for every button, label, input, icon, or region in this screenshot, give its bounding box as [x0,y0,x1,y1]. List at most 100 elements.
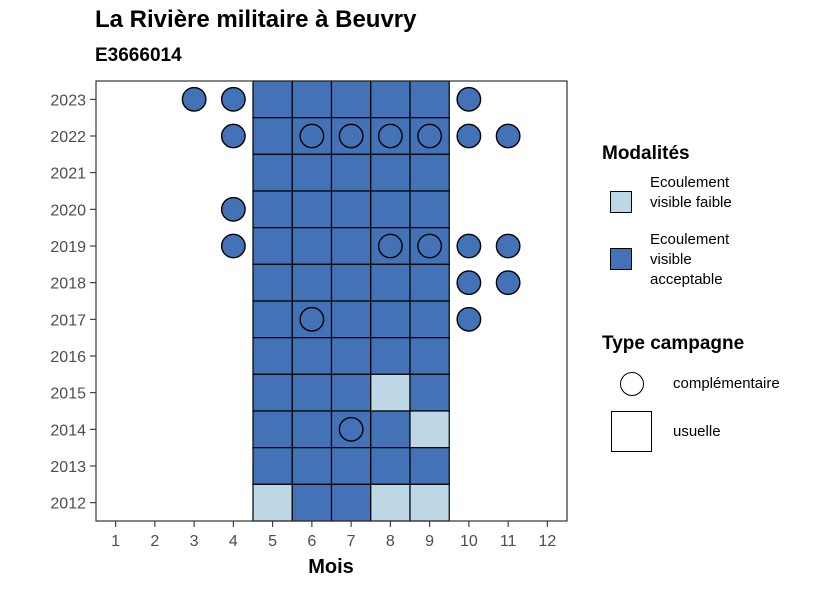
y-tick-label-2018: 2018 [50,276,86,293]
tile-2017-8 [370,300,411,339]
legend-key-acceptable [610,248,632,270]
tile-2017-6 [291,300,333,339]
tile-2018-6 [291,263,333,302]
y-tick-label-2015: 2015 [50,386,86,403]
point-2022-7 [338,123,364,149]
legend-key-complementaire [620,372,644,396]
tile-2022-7 [330,117,372,155]
x-tick-label-10: 10 [460,533,478,550]
point-2019-8 [377,233,403,259]
tile-2021-9 [409,153,450,192]
x-tick-label-3: 3 [190,533,199,550]
tile-2020-6 [291,190,333,229]
tile-2020-8 [370,190,411,229]
tile-2015-7 [330,373,372,412]
tile-2012-5 [252,483,293,522]
tile-2022-9 [409,117,450,155]
legend-campagne-title: Type campagne [602,333,745,354]
point-2023-3 [181,86,207,112]
tile-2015-9 [409,373,450,412]
tile-2022-5 [252,117,293,155]
tile-2020-7 [330,190,372,229]
tile-2022-8 [370,117,411,155]
point-2022-10 [456,123,482,149]
tile-2012-8 [370,483,411,522]
tile-2016-6 [291,337,333,375]
plot-area: 2012 2013 2014 2015 2016 2017 2018 2019 2020 2021… [50,80,568,550]
x-tick-label-4: 4 [229,533,238,550]
tile-2023-5 [252,80,293,119]
tile-2018-5 [252,263,293,302]
tile-2021-8 [370,153,411,192]
y-tick-label-2017: 2017 [50,312,86,329]
tile-2019-6 [291,227,333,265]
tile-2014-8 [370,410,411,449]
tile-2013-5 [252,447,293,485]
tile-2013-9 [409,447,450,485]
point-2022-4 [220,123,246,149]
tile-2016-5 [252,337,293,375]
legend-key-usuelle [611,411,652,452]
point-2018-10 [456,270,482,296]
tile-2023-8 [370,80,411,119]
tile-2015-8 [370,373,411,412]
x-tick-label-9: 9 [425,533,434,550]
point-2014-7 [338,416,364,442]
tile-2013-6 [291,447,333,485]
y-tick-label-2023: 2023 [50,92,86,109]
tile-2016-8 [370,337,411,375]
tile-2021-5 [252,153,293,192]
tile-2014-9 [409,410,450,449]
point-2023-10 [456,86,482,112]
tile-2014-5 [252,410,293,449]
tile-2017-7 [330,300,372,339]
tile-2019-9 [409,227,450,265]
point-2019-10 [456,233,482,259]
x-tick-label-12: 12 [538,533,556,550]
y-tick-label-2013: 2013 [50,459,86,476]
chart-subtitle: E3666014 [95,45,182,66]
legend-key-faible [610,191,632,213]
tile-2019-5 [252,227,293,265]
tile-2017-9 [409,300,450,339]
point-2019-11 [495,233,521,259]
tile-2013-8 [370,447,411,485]
y-tick-label-2022: 2022 [50,129,86,146]
x-tick-label-2: 2 [150,533,159,550]
tile-2012-9 [409,483,450,522]
point-2019-9 [417,233,443,259]
tile-2020-5 [252,190,293,229]
point-2018-11 [495,270,521,296]
legend-label-acceptable: Ecoulement visible acceptable [650,231,730,288]
point-2022-11 [495,123,521,149]
point-2019-4 [220,233,246,259]
point-2017-6 [299,306,325,332]
x-axis-label: Mois [308,556,354,578]
tile-2013-7 [330,447,372,485]
tile-2015-5 [252,373,293,412]
y-tick-label-2014: 2014 [50,422,86,439]
legend-label-usuelle: usuelle [673,423,721,440]
tile-2017-5 [252,300,293,339]
x-tick-label-5: 5 [268,533,277,550]
tile-2021-7 [330,153,372,192]
point-2022-6 [299,123,325,149]
y-tick-label-2012: 2012 [50,496,86,513]
tile-2018-9 [409,263,450,302]
y-tick-label-2021: 2021 [50,166,86,183]
x-tick-label-8: 8 [386,533,395,550]
tile-2012-7 [330,483,372,522]
point-2022-9 [417,123,443,149]
point-2017-10 [456,306,482,332]
point-2022-8 [377,123,403,149]
point-2023-4 [220,86,246,112]
x-tick-label-7: 7 [347,533,356,550]
tile-2014-6 [291,410,333,449]
x-tick-label-1: 1 [111,533,120,550]
tile-2016-7 [330,337,372,375]
tile-2023-9 [409,80,450,119]
tile-2018-7 [330,263,372,302]
y-tick-label-2016: 2016 [50,349,86,366]
tile-2019-7 [330,227,372,265]
